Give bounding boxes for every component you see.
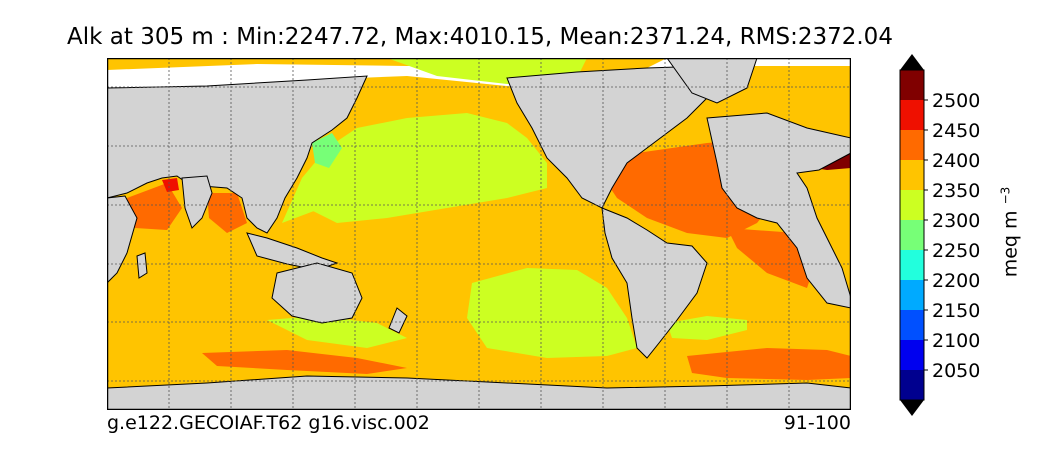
alkalinity-map — [107, 58, 851, 410]
colorbar-swatch — [900, 160, 924, 190]
southern-orange-2 — [687, 348, 851, 380]
colorbar-swatch — [900, 220, 924, 250]
colorbar-swatch — [900, 190, 924, 220]
colorbar-swatch — [900, 130, 924, 160]
npac-green — [302, 113, 547, 223]
land-australia — [271, 262, 363, 324]
land-asia — [107, 75, 368, 234]
colorbar-swatch — [900, 280, 924, 310]
colorbar-extend-max — [900, 54, 924, 70]
colorbar-swatch — [900, 250, 924, 280]
land-madagascar — [136, 252, 148, 279]
map-frame — [107, 58, 851, 410]
footer-case-name: g.e122.GECOIAF.T62 g16.visc.002 — [107, 412, 430, 434]
land-india — [181, 175, 213, 229]
land-nz — [388, 307, 408, 334]
colorbar-extend-min — [900, 400, 924, 416]
colorbar-tick-label: 2200 — [932, 270, 980, 292]
bengal-orange — [207, 193, 247, 233]
arabian-orange — [127, 183, 182, 230]
colorbar-tick-label: 2100 — [932, 330, 980, 352]
southern-green-1 — [267, 316, 407, 348]
colorbar-tick-label: 2350 — [932, 180, 980, 202]
colorbar-tick-label: 2400 — [932, 150, 980, 172]
colorbar-swatch — [900, 370, 924, 400]
colorbar-swatch — [900, 310, 924, 340]
colorbar: 2050 2100 2150 2200 2250 2300 2350 2400 2450 2500 — [899, 54, 980, 416]
colorbar-swatch — [900, 340, 924, 370]
land-africa-west — [107, 195, 138, 284]
colorbar-tick-label: 2050 — [932, 360, 980, 382]
colorbar-unit-label: meq m −3 — [998, 187, 1021, 278]
land-indonesia — [246, 232, 339, 271]
plot-title: Alk at 305 m : Min:2247.72, Max:4010.15,… — [67, 24, 893, 50]
colorbar-tick-label: 2300 — [932, 210, 980, 232]
southern-orange-1 — [202, 350, 407, 374]
colorbar-tick-label: 2500 — [932, 90, 980, 112]
spac-green — [467, 268, 637, 358]
colorbar-tick-label: 2150 — [932, 300, 980, 322]
footer-years: 91-100 — [783, 412, 851, 434]
colorbar-tick-label: 2250 — [932, 240, 980, 262]
colorbar-unit: meq m — [999, 210, 1022, 278]
colorbar-unit-exponent: −3 — [998, 186, 1013, 205]
colorbar-tick-label: 2450 — [932, 120, 980, 142]
colorbar-swatch — [900, 70, 924, 100]
land-samerica — [601, 207, 708, 359]
land-antarctica — [107, 375, 851, 410]
land-africa — [706, 112, 851, 309]
graticule — [107, 58, 851, 410]
japan-sea — [312, 133, 342, 168]
redsea-red — [162, 178, 179, 192]
colorbar-frame — [899, 69, 925, 401]
colorbar-swatch — [900, 100, 924, 130]
